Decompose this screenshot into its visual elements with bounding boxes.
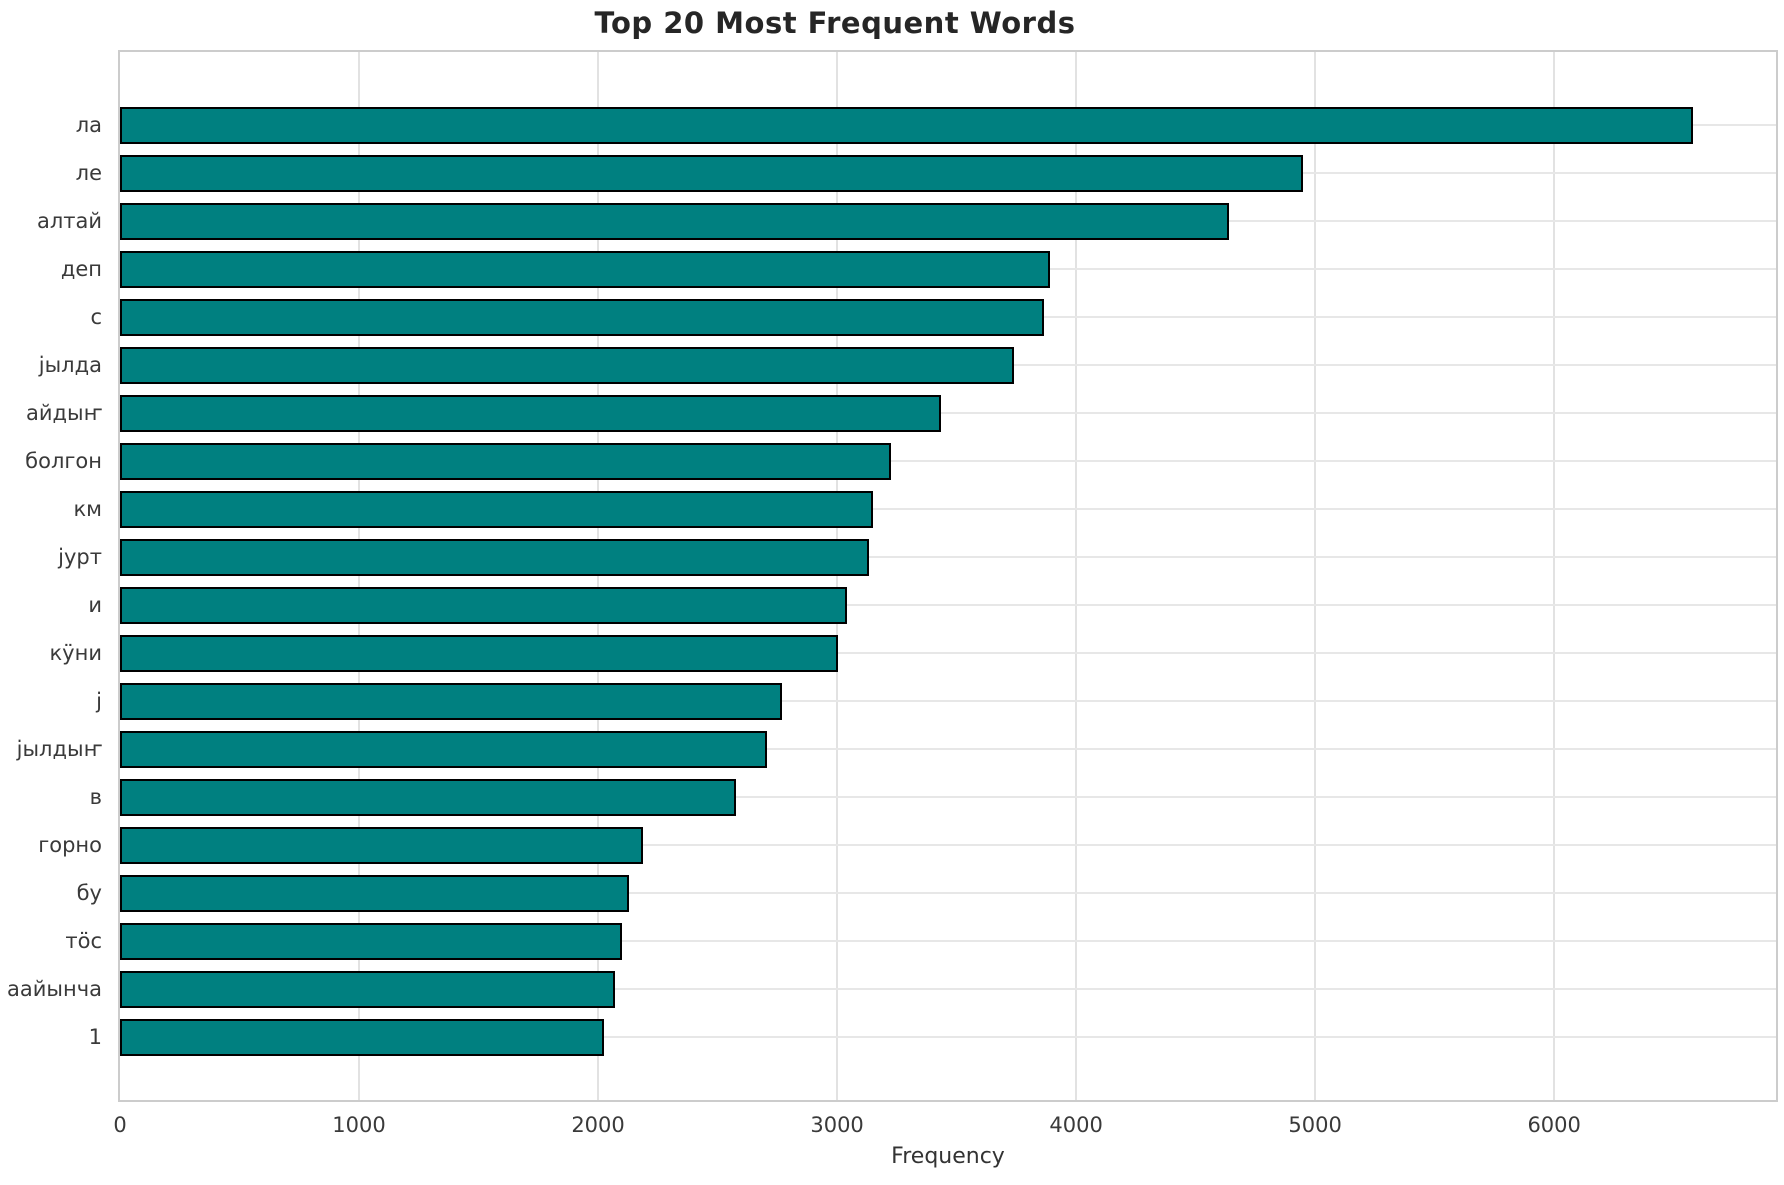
- y-tick-label: с: [90, 305, 102, 329]
- y-tick-label: тӧс: [65, 929, 102, 953]
- plot-area: [118, 50, 1778, 1102]
- y-tick-label: алтай: [36, 209, 102, 233]
- y-tick-label: и: [88, 593, 102, 617]
- vertical-gridline: [836, 52, 839, 1100]
- bar-ла: [120, 106, 1693, 144]
- horizontal-gridline: [120, 700, 1776, 702]
- vertical-gridline: [1075, 52, 1078, 1100]
- x-tick-label: 0: [113, 1113, 127, 1137]
- horizontal-gridline: [120, 556, 1776, 558]
- horizontal-gridline: [120, 652, 1776, 654]
- y-tick-label: км: [73, 497, 102, 521]
- vertical-gridline: [597, 52, 600, 1100]
- y-tick-label: горно: [38, 833, 102, 857]
- bar-јылда: [120, 346, 1014, 384]
- horizontal-gridline: [120, 892, 1776, 894]
- bar-јурт: [120, 538, 870, 576]
- y-tick-label: ле: [75, 161, 102, 185]
- horizontal-gridline: [120, 1036, 1776, 1038]
- x-tick-label: 2000: [571, 1113, 625, 1137]
- y-tick-label: јылдыҥ: [16, 737, 102, 761]
- bar-1: [120, 1018, 605, 1056]
- bar-горно: [120, 826, 644, 864]
- x-tick-label: 5000: [1288, 1113, 1342, 1137]
- vertical-gridline: [1553, 52, 1556, 1100]
- y-tick-label: 1: [88, 1025, 102, 1049]
- bar-и: [120, 586, 847, 624]
- horizontal-gridline: [120, 748, 1776, 750]
- vertical-gridline: [358, 52, 361, 1100]
- y-tick-label: јылда: [38, 353, 102, 377]
- x-tick-label: 6000: [1527, 1113, 1581, 1137]
- y-tick-label: болгон: [25, 449, 102, 473]
- bar-аайынча: [120, 970, 615, 1008]
- bar-в: [120, 778, 736, 816]
- horizontal-gridline: [120, 988, 1776, 990]
- y-tick-label: ј: [96, 689, 102, 713]
- horizontal-gridline: [120, 844, 1776, 846]
- bar-ј: [120, 682, 783, 720]
- x-tick-label: 3000: [810, 1113, 864, 1137]
- y-tick-label: айдыҥ: [25, 401, 102, 425]
- bar-деп: [120, 250, 1050, 288]
- bar-тӧс: [120, 922, 622, 960]
- bar-бу: [120, 874, 630, 912]
- horizontal-gridline: [120, 412, 1776, 414]
- y-tick-label: аайынча: [7, 977, 102, 1001]
- x-tick-label: 1000: [332, 1113, 386, 1137]
- bar-болгон: [120, 442, 891, 480]
- y-tick-label: кӱни: [49, 641, 103, 665]
- bar-с: [120, 298, 1044, 336]
- horizontal-gridline: [120, 940, 1776, 942]
- y-tick-label: деп: [60, 257, 102, 281]
- bar-ле: [120, 154, 1304, 192]
- chart-title: Top 20 Most Frequent Words: [594, 6, 1076, 40]
- horizontal-gridline: [120, 604, 1776, 606]
- x-tick-label: 4000: [1049, 1113, 1103, 1137]
- bar-айдыҥ: [120, 394, 942, 432]
- horizontal-gridline: [120, 460, 1776, 462]
- bar-км: [120, 490, 873, 528]
- vertical-gridline: [1314, 52, 1317, 1100]
- bar-алтай: [120, 202, 1230, 240]
- bar-кӱни: [120, 634, 839, 672]
- y-tick-label: в: [89, 785, 102, 809]
- horizontal-gridline: [120, 796, 1776, 798]
- bar-јылдыҥ: [120, 730, 767, 768]
- x-axis-title: Frequency: [891, 1144, 1005, 1169]
- horizontal-gridline: [120, 508, 1776, 510]
- y-tick-label: ла: [75, 113, 102, 137]
- y-tick-label: бу: [76, 881, 102, 905]
- y-tick-label: јурт: [58, 545, 102, 569]
